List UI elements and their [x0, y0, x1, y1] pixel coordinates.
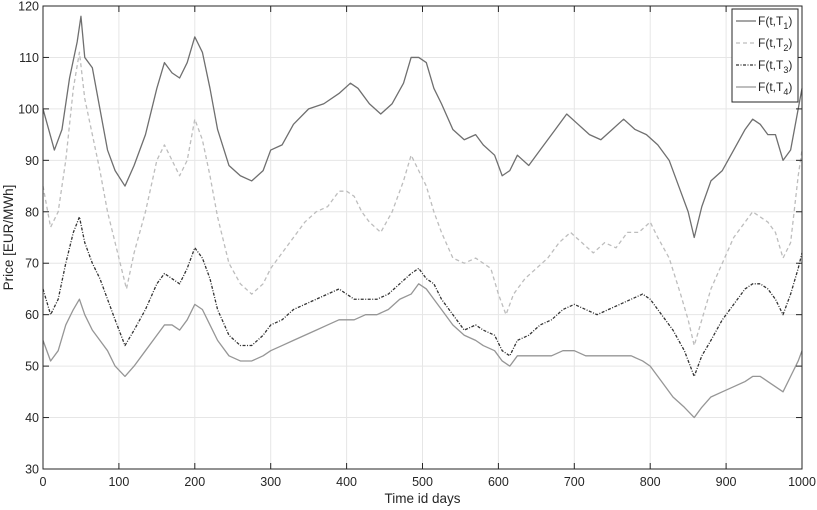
series-line-4: [42, 283, 803, 419]
y-tick-label: 100: [18, 102, 39, 116]
legend-label-4: F(t,T4): [758, 80, 792, 97]
legend-label-2: F(t,T2): [758, 36, 792, 53]
x-tick-label: 0: [40, 475, 47, 489]
y-tick-label: 30: [25, 463, 39, 477]
x-tick-label: 300: [260, 475, 281, 489]
y-tick-label: 80: [25, 205, 39, 219]
x-tick-label: 400: [336, 475, 357, 489]
x-tick-label: 200: [184, 475, 205, 489]
legend-label-3: F(t,T3): [758, 58, 792, 75]
series-layer: [42, 15, 803, 419]
grid: [43, 6, 802, 469]
x-tick-label: 100: [108, 475, 129, 489]
series-line-2: [42, 51, 803, 347]
y-tick-label: 40: [25, 411, 39, 425]
y-tick-label: 120: [18, 0, 39, 14]
ticks: 0 100 200 300 400 500 600 700 800 900 1000 30 40 50 60…: [18, 0, 816, 489]
y-tick-label: 70: [25, 257, 39, 271]
series-line-1: [42, 15, 803, 239]
x-tick-label: 600: [488, 475, 509, 489]
x-tick-label: 700: [564, 475, 585, 489]
x-tick-label: 500: [412, 475, 433, 489]
y-tick-label: 60: [25, 308, 39, 322]
series-line-3: [42, 216, 803, 378]
x-tick-label: 800: [640, 475, 661, 489]
legend: F(t,T1) F(t,T2) F(t,T3) F(t,T4): [731, 8, 799, 103]
x-tick-label: 900: [716, 475, 737, 489]
x-axis-label: Time id days: [384, 491, 460, 506]
x-tick-label: 1000: [788, 475, 816, 489]
y-tick-label: 110: [19, 51, 39, 65]
y-tick-label: 90: [25, 154, 39, 168]
legend-label-1: F(t,T1): [758, 14, 792, 31]
y-tick-label: 50: [25, 360, 39, 374]
y-axis-label: Price [EUR/MWh]: [1, 185, 16, 291]
